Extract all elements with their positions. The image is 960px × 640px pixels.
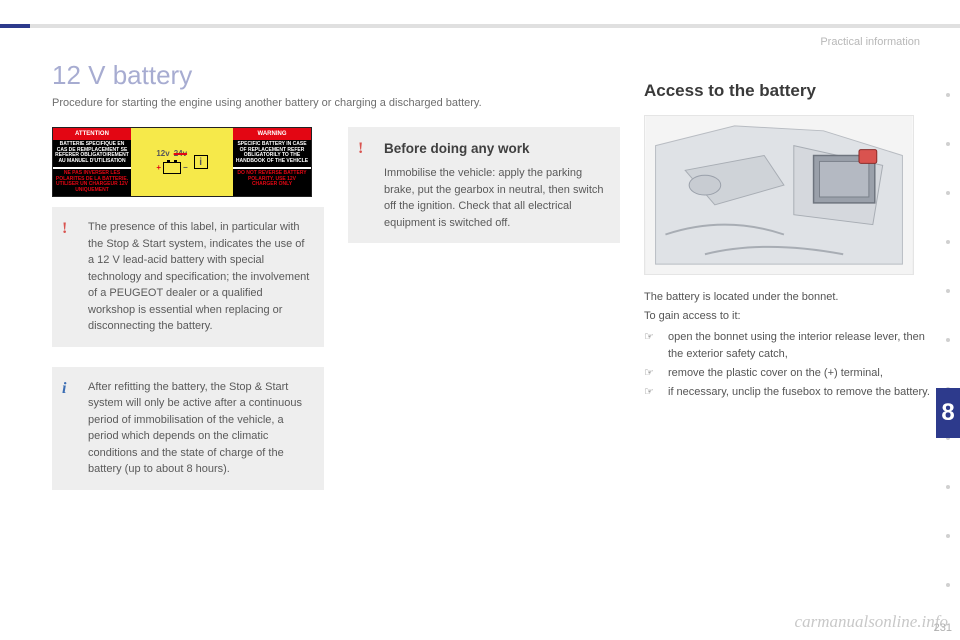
callout-before-body: Immobilise the vehicle: apply the parkin… [384, 167, 604, 229]
access-step: ☞ remove the plastic cover on the (+) te… [644, 365, 940, 382]
info-icon: i [194, 155, 208, 169]
access-text: The battery is located under the bonnet.… [644, 289, 940, 401]
label-body-left-1: BATTERIE SPECIFIQUE EN CAS DE REMPLACEME… [53, 140, 131, 167]
label-center-graphic: 12v 24v + − i [131, 128, 233, 196]
label-12v: 12v [156, 150, 169, 159]
access-step: ☞ open the bonnet using the interior rel… [644, 329, 940, 363]
page-number: 231 [934, 622, 952, 634]
pointer-icon: ☞ [644, 365, 658, 382]
battery-icon [163, 162, 181, 174]
page-content: 12 V battery Procedure for starting the … [52, 60, 940, 640]
pointer-icon: ☞ [644, 329, 658, 363]
engine-bay-illustration [644, 115, 914, 275]
access-intro-2: To gain access to it: [644, 308, 940, 325]
callout-refit-note-text: After refitting the battery, the Stop & … [88, 381, 302, 476]
access-intro-1: The battery is located under the bonnet. [644, 289, 940, 306]
label-header-right: WARNING [233, 128, 311, 140]
callout-refit-note: i After refitting the battery, the Stop … [52, 367, 324, 490]
top-divider [0, 24, 960, 28]
warning-icon: ! [358, 137, 363, 161]
battery-warning-label-graphic: ATTENTION BATTERIE SPECIFIQUE EN CAS DE … [52, 127, 312, 197]
access-heading: Access to the battery [644, 81, 940, 101]
pointer-icon: ☞ [644, 384, 658, 401]
callout-label-note-text: The presence of this label, in particula… [88, 221, 309, 332]
column-left: ATTENTION BATTERIE SPECIFIQUE EN CAS DE … [52, 127, 324, 510]
access-step-text: if necessary, unclip the fusebox to remo… [668, 384, 930, 401]
breadcrumb: Practical information [820, 36, 920, 48]
column-middle: ! Before doing any work Immobilise the v… [348, 127, 620, 510]
label-24v-strike: 24v [174, 150, 187, 159]
label-body-left-2: NE PAS INVERSER LES POLARITES DE LA BATT… [53, 169, 131, 196]
column-right: Access to the battery [644, 127, 940, 510]
label-body-right-1: SPECIFIC BATTERY IN CASE OF REPLACEMENT … [233, 140, 311, 167]
access-step: ☞ if necessary, unclip the fusebox to re… [644, 384, 940, 401]
callout-before-title: Before doing any work [384, 139, 608, 159]
access-step-text: open the bonnet using the interior relea… [668, 329, 940, 363]
info-icon: i [62, 377, 66, 401]
label-header-left: ATTENTION [53, 128, 131, 140]
label-body-right-2: DO NOT REVERSE BATTERY POLARITY. USE 12V… [233, 169, 311, 196]
callout-before-work: ! Before doing any work Immobilise the v… [348, 127, 620, 243]
warning-icon: ! [62, 217, 67, 241]
callout-label-note: ! The presence of this label, in particu… [52, 207, 324, 347]
watermark: carmanualsonline.info [795, 612, 948, 632]
access-step-text: remove the plastic cover on the (+) term… [668, 365, 883, 382]
